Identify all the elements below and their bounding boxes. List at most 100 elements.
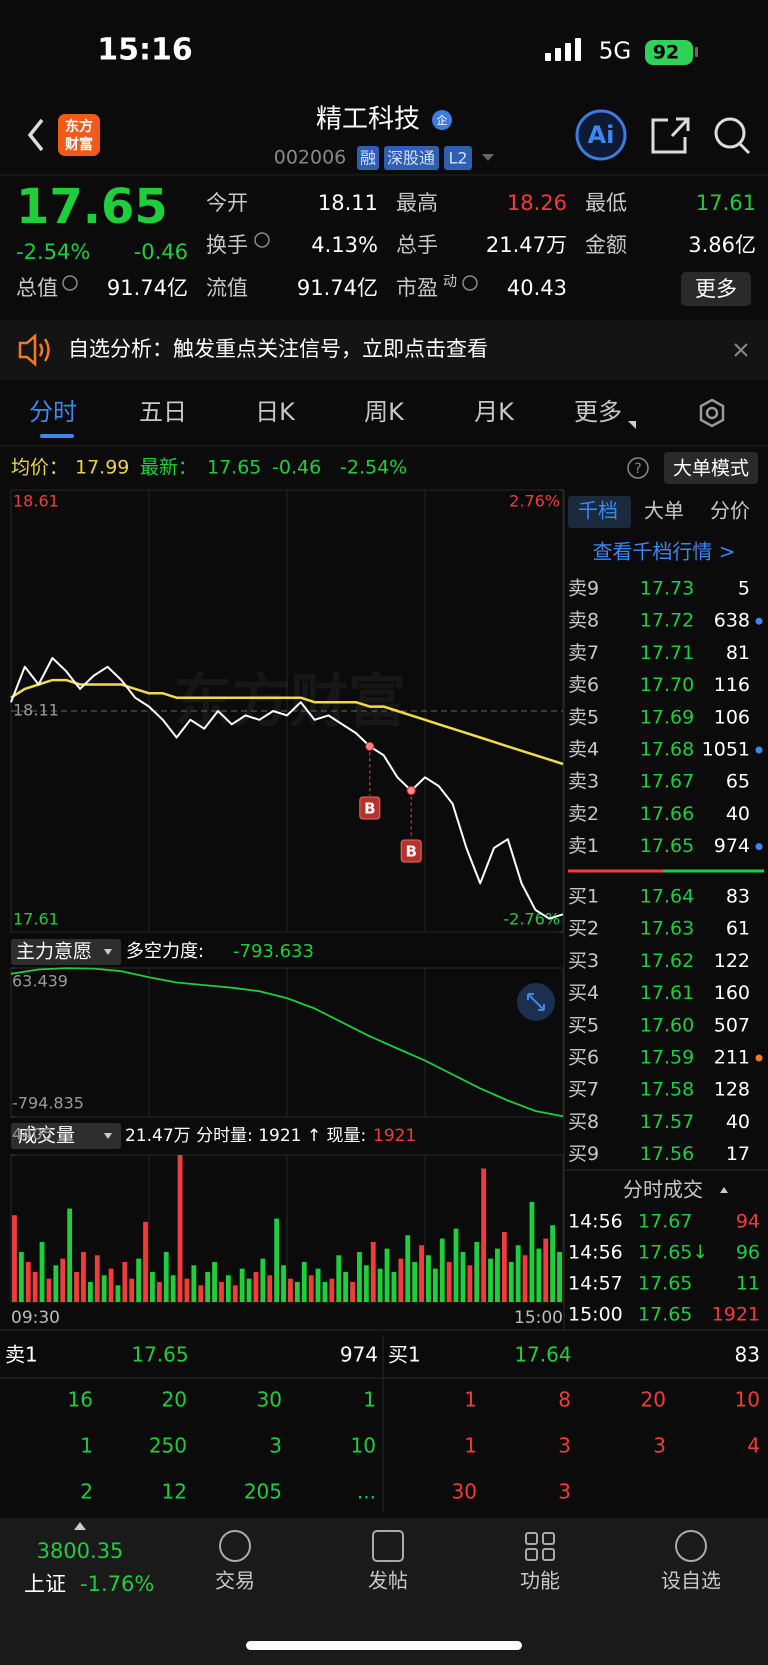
- trade-price: 17.65↓: [638, 1242, 708, 1264]
- volume-bar: [481, 1168, 487, 1302]
- info-icon[interactable]: [254, 232, 270, 248]
- level-volume: 106: [714, 706, 750, 728]
- level: 买8: [568, 1111, 599, 1133]
- line: [10, 678, 564, 766]
- function-icon[interactable]: [525, 1532, 555, 1561]
- ai-button[interactable]: [575, 109, 627, 161]
- badge-text: 企: [437, 113, 448, 127]
- line: [10, 967, 564, 1118]
- close-button[interactable]: [734, 343, 748, 357]
- field-value: 21.47万: [486, 233, 567, 257]
- level: 卖4: [568, 739, 599, 761]
- dropdown-arrow: [104, 1133, 112, 1139]
- level: 卖3: [568, 771, 599, 793]
- help-text: ?: [634, 461, 641, 477]
- queue-order: 3: [558, 1480, 571, 1504]
- info-icon[interactable]: [62, 275, 78, 291]
- trade-time: 14:56: [568, 1211, 623, 1233]
- tab[interactable]: 更多: [574, 398, 622, 426]
- help-button[interactable]: [627, 457, 649, 479]
- volume-bar: [432, 1268, 438, 1302]
- level: 买5: [568, 1014, 599, 1036]
- depth-tab[interactable]: 大单: [644, 499, 684, 523]
- app-logo: [58, 114, 100, 156]
- collapse-arrow[interactable]: [720, 1187, 728, 1193]
- nav-item[interactable]: 设自选: [661, 1569, 721, 1593]
- volume-bar: [225, 1275, 231, 1302]
- depth-link[interactable]: 查看千档行情 >: [592, 540, 735, 564]
- current-volume: 1921: [373, 1126, 416, 1146]
- notice-bar[interactable]: [0, 320, 768, 380]
- ai-label[interactable]: Ai: [588, 121, 615, 149]
- expand-arrow[interactable]: [74, 1522, 86, 1530]
- trade-price: 17.67: [638, 1211, 692, 1233]
- settings-button[interactable]: [699, 398, 725, 428]
- level-price: 17.71: [640, 642, 694, 664]
- indicator-name[interactable]: 成交量: [18, 1125, 75, 1147]
- volume-bar: [557, 1251, 562, 1302]
- nav-item[interactable]: 功能: [520, 1569, 560, 1593]
- tab[interactable]: 月K: [474, 398, 515, 426]
- more-button[interactable]: [681, 272, 751, 306]
- depth-tab[interactable]: 分价: [710, 499, 750, 523]
- indicator-select[interactable]: [11, 939, 121, 965]
- info-icon[interactable]: [462, 275, 478, 291]
- level: 买1: [388, 1343, 421, 1367]
- volume-bar: [156, 1281, 162, 1302]
- queue-order: 205: [244, 1480, 282, 1504]
- level: 买6: [568, 1047, 599, 1069]
- queue-order: 16: [68, 1388, 93, 1412]
- nav-item[interactable]: 交易: [215, 1569, 255, 1593]
- level-price: 17.63: [640, 918, 694, 940]
- queue-order: 250: [149, 1434, 187, 1458]
- queue-order: 20: [162, 1388, 187, 1412]
- signal-dot: [365, 741, 375, 751]
- tab[interactable]: 周K: [364, 398, 405, 426]
- volume-bar: [426, 1255, 431, 1302]
- queue-order: 1: [464, 1434, 477, 1458]
- queue-order: 3: [269, 1434, 282, 1458]
- volume-bar: [150, 1271, 155, 1302]
- signal-dot: [406, 786, 416, 796]
- indicator-label: 多空力度:: [126, 941, 204, 962]
- more-label[interactable]: 更多: [695, 277, 737, 301]
- mode-label[interactable]: 大单模式: [673, 458, 749, 480]
- tag-box: [444, 146, 472, 170]
- queue-order: 1: [363, 1388, 376, 1412]
- tab[interactable]: 五日: [139, 398, 187, 426]
- last-label: 最新：: [140, 457, 197, 479]
- back-button[interactable]: [27, 118, 44, 152]
- watermark: 东方财富: [174, 667, 406, 735]
- level-price: 17.66: [640, 803, 694, 825]
- volume-bar: [260, 1258, 266, 1302]
- index-change[interactable]: -1.76%: [80, 1572, 154, 1596]
- field-label: 换手: [206, 233, 248, 257]
- mode-button[interactable]: [664, 452, 758, 484]
- search-button[interactable]: [714, 117, 751, 155]
- nav-item[interactable]: 发帖: [368, 1569, 408, 1593]
- level-price: 17.58: [640, 1079, 694, 1101]
- trade-icon[interactable]: [219, 1530, 251, 1562]
- tab[interactable]: 分时: [29, 398, 77, 426]
- notice-text[interactable]: 自选分析：触发重点关注信号，立即点击查看: [68, 337, 488, 361]
- dropdown-arrow[interactable]: [482, 154, 494, 161]
- index-name[interactable]: 上证: [24, 1572, 66, 1596]
- share-button[interactable]: [651, 117, 690, 154]
- depth-tab[interactable]: 千档: [578, 499, 618, 523]
- watchlist-icon[interactable]: [675, 1530, 707, 1562]
- post-icon[interactable]: [372, 1530, 404, 1562]
- volume-bar: [39, 1241, 45, 1302]
- level-volume: 128: [714, 1079, 750, 1101]
- tab[interactable]: 日K: [255, 398, 296, 426]
- indicator-select[interactable]: [11, 1123, 121, 1149]
- queue-order: 30: [452, 1480, 477, 1504]
- trade-time: 15:00: [568, 1304, 623, 1326]
- depth-tab-active[interactable]: [568, 496, 631, 528]
- volume-bar: [336, 1255, 342, 1302]
- volume-bar: [329, 1278, 335, 1302]
- index-value[interactable]: 3800.35: [37, 1539, 124, 1563]
- indicator-name[interactable]: 主力意愿: [16, 941, 92, 963]
- level-volume: 65: [726, 771, 750, 793]
- speaker-icon: [18, 333, 50, 367]
